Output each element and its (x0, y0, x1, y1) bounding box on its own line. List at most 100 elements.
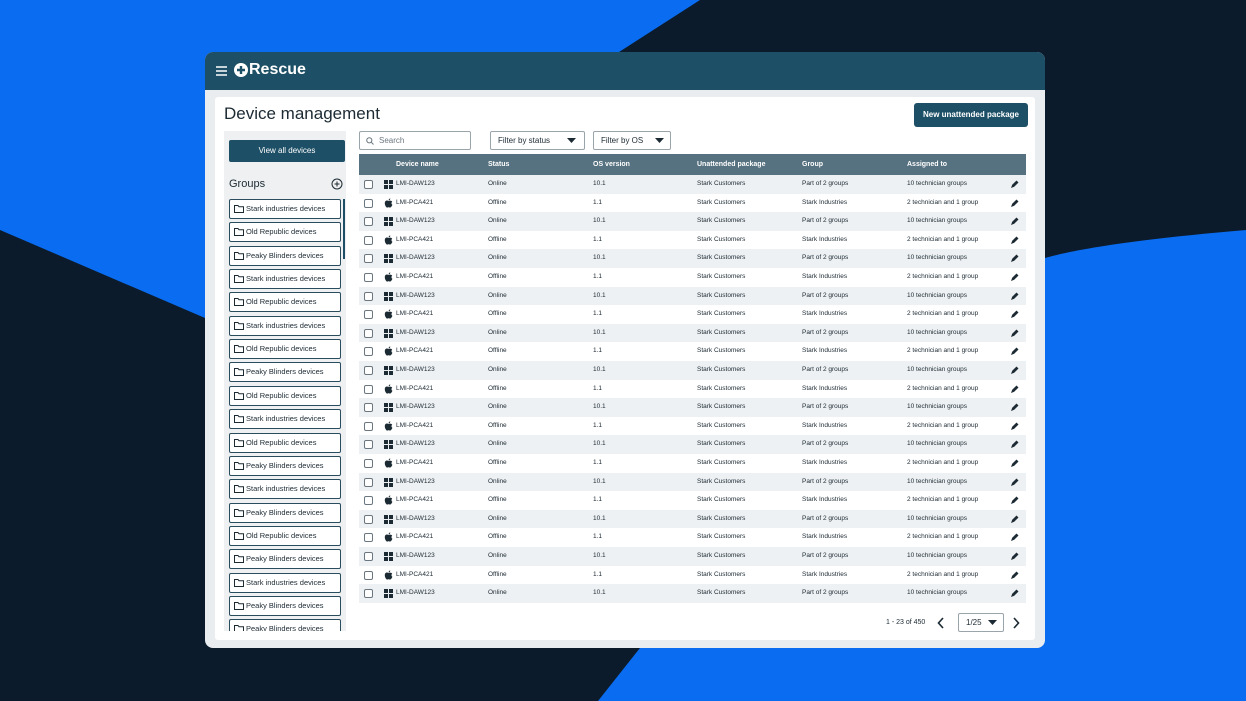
edit-icon[interactable] (1010, 571, 1019, 580)
table-cell: Part of 2 groups (802, 514, 849, 522)
row-checkbox[interactable] (364, 328, 373, 338)
edit-icon[interactable] (1010, 217, 1019, 226)
edit-icon[interactable] (1010, 254, 1019, 263)
group-item[interactable]: Peaky Blinders devices (229, 549, 341, 570)
new-package-button[interactable]: New unattended package (914, 103, 1028, 127)
edit-icon[interactable] (1010, 422, 1019, 431)
column-header: Unattended package (697, 161, 766, 168)
group-item[interactable]: Old Republic devices (229, 385, 341, 406)
view-all-button[interactable]: View all devices (229, 140, 345, 162)
group-label: Peaky Blinders devices (246, 554, 324, 564)
row-checkbox[interactable] (364, 514, 373, 524)
row-checkbox[interactable] (364, 366, 373, 375)
group-item[interactable]: Peaky Blinders devices (229, 245, 341, 266)
next-page[interactable] (1012, 617, 1020, 629)
search-box[interactable]: Search (359, 131, 471, 150)
folder-icon (234, 415, 244, 424)
group-item[interactable]: Old Republic devices (229, 432, 341, 453)
edit-icon[interactable] (1010, 459, 1019, 468)
table-cell: 2 technician and 1 group (907, 273, 979, 280)
row-checkbox[interactable] (364, 384, 373, 394)
edit-icon[interactable] (1010, 347, 1019, 356)
table-cell: Offline (488, 533, 507, 541)
edit-icon[interactable] (1010, 273, 1019, 282)
table-cell: Part of 2 groups (802, 217, 849, 225)
menu-icon[interactable] (215, 64, 229, 78)
table-cell: 2 technician and 1 group (907, 570, 979, 578)
row-checkbox[interactable] (364, 235, 373, 245)
row-checkbox[interactable] (364, 440, 373, 450)
edit-icon[interactable] (1010, 403, 1019, 412)
status-filter[interactable]: Filter by status (490, 131, 585, 150)
group-label: Old Republic devices (246, 297, 317, 307)
folder-icon (234, 275, 244, 284)
group-item[interactable]: Stark industries devices (229, 572, 341, 593)
group-item[interactable]: Stark industries devices (229, 409, 341, 430)
group-item[interactable]: Old Republic devices (229, 292, 341, 313)
edit-icon[interactable] (1010, 329, 1019, 338)
row-checkbox[interactable] (364, 291, 373, 301)
row-checkbox[interactable] (364, 180, 373, 189)
row-checkbox[interactable] (364, 477, 373, 487)
search-placeholder: Search (379, 136, 405, 145)
row-checkbox[interactable] (364, 421, 373, 431)
edit-icon[interactable] (1010, 366, 1019, 375)
folder-icon (234, 485, 244, 494)
group-item[interactable]: Peaky Blinders devices (229, 619, 341, 631)
group-item[interactable]: Stark industries devices (229, 199, 341, 219)
edit-icon[interactable] (1010, 478, 1019, 487)
edit-icon[interactable] (1010, 496, 1019, 505)
table-cell: Online (488, 403, 507, 411)
page-select[interactable]: 1/25 (958, 613, 1004, 632)
row-checkbox[interactable] (364, 310, 373, 320)
row-checkbox[interactable] (364, 589, 373, 599)
row-checkbox[interactable] (364, 347, 373, 357)
row-checkbox[interactable] (364, 254, 373, 264)
apple-icon (384, 272, 393, 282)
add-group-icon[interactable] (331, 178, 343, 190)
os-filter[interactable]: Filter by OS (593, 131, 671, 150)
table-cell: Stark Customers (697, 589, 746, 597)
edit-icon[interactable] (1010, 589, 1019, 598)
table-cell: Part of 2 groups (802, 180, 849, 187)
row-checkbox[interactable] (364, 273, 373, 282)
edit-icon[interactable] (1010, 385, 1019, 394)
scrollbar[interactable] (343, 199, 345, 259)
edit-icon[interactable] (1010, 440, 1019, 449)
edit-icon[interactable] (1010, 180, 1019, 189)
edit-icon[interactable] (1010, 292, 1019, 301)
group-item[interactable]: Peaky Blinders devices (229, 455, 341, 476)
edit-icon[interactable] (1010, 236, 1019, 245)
row-checkbox[interactable] (364, 198, 373, 208)
group-item[interactable]: Peaky Blinders devices (229, 502, 341, 523)
row-checkbox[interactable] (364, 403, 373, 413)
table-row: LMI-DAW123 Online 10.1 Stark Customers Part … (359, 249, 1026, 268)
group-item[interactable]: Stark industries devices (229, 479, 341, 500)
row-checkbox[interactable] (364, 217, 373, 227)
row-checkbox[interactable] (364, 533, 373, 543)
group-item[interactable]: Stark industries devices (229, 269, 341, 290)
prev-page[interactable] (937, 617, 945, 629)
table-cell: Offline (488, 384, 507, 392)
edit-icon[interactable] (1010, 199, 1019, 208)
group-item[interactable]: Peaky Blinders devices (229, 595, 341, 616)
row-checkbox[interactable] (364, 552, 373, 561)
edit-icon[interactable] (1010, 552, 1019, 561)
group-item[interactable]: Peaky Blinders devices (229, 362, 341, 383)
table-cell: 10 technician groups (907, 589, 967, 597)
group-item[interactable]: Old Republic devices (229, 222, 341, 243)
row-checkbox[interactable] (364, 496, 373, 506)
windows-icon (384, 217, 393, 227)
edit-icon[interactable] (1010, 515, 1019, 524)
table-cell: LMI-PCA421 (396, 273, 434, 280)
edit-icon[interactable] (1010, 533, 1019, 542)
status-filter-label: Filter by status (498, 136, 551, 145)
table-cell: Stark Customers (697, 459, 746, 466)
group-item[interactable]: Old Republic devices (229, 339, 341, 360)
sidebar: View all devices Groups Stark industries… (224, 131, 346, 631)
edit-icon[interactable] (1010, 310, 1019, 319)
group-item[interactable]: Stark industries devices (229, 315, 341, 336)
row-checkbox[interactable] (364, 459, 373, 468)
group-item[interactable]: Old Republic devices (229, 525, 341, 546)
row-checkbox[interactable] (364, 570, 373, 580)
